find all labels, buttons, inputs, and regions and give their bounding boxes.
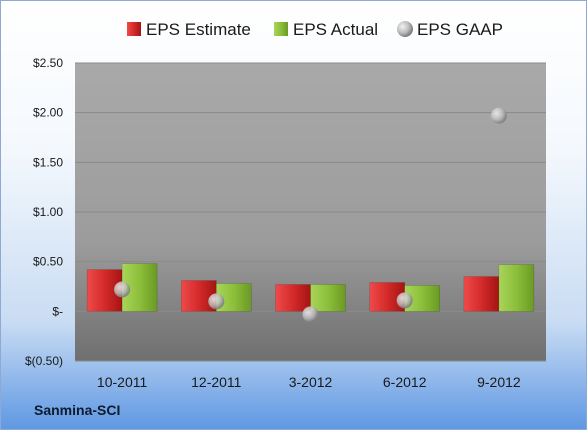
legend-item-actual: EPS Actual <box>274 20 378 39</box>
marker-eps-gaap <box>490 107 507 124</box>
legend-swatch-actual <box>274 22 288 36</box>
legend-swatch-estimate <box>127 22 141 36</box>
x-tick-label: 12-2011 <box>191 374 242 390</box>
x-tick-label: 9-2012 <box>477 374 521 390</box>
y-tick-label: $- <box>52 304 63 318</box>
bar-eps-actual <box>310 284 346 312</box>
marker-eps-gaap <box>302 306 319 323</box>
y-tick-label: $2.50 <box>33 56 63 70</box>
x-tick-label: 6-2012 <box>383 374 427 390</box>
bar-eps-estimate <box>463 276 500 312</box>
legend-label-actual: EPS Actual <box>293 20 378 39</box>
marker-eps-gaap <box>396 292 413 309</box>
marker-eps-gaap <box>114 281 131 298</box>
legend-marker-gaap <box>397 21 413 37</box>
x-tick-label: 10-2011 <box>97 374 148 390</box>
legend-item-estimate: EPS Estimate <box>127 20 251 39</box>
marker-eps-gaap <box>208 293 225 310</box>
y-tick-label: $0.50 <box>33 255 63 269</box>
y-tick-label: $(0.50) <box>25 354 63 368</box>
gaap-markers <box>114 107 507 323</box>
y-tick-label: $2.00 <box>33 106 63 120</box>
x-tick-label: 3-2012 <box>289 374 333 390</box>
y-axis-ticks: $(0.50) $- $0.50 $1.00 $1.50 $2.00 $2.50 <box>25 56 63 368</box>
legend-label-gaap: EPS GAAP <box>417 20 503 39</box>
bar-eps-actual <box>498 264 535 312</box>
x-axis-ticks: 10-2011 12-2011 3-2012 6-2012 9-2012 <box>97 374 521 390</box>
legend: EPS Estimate EPS Actual EPS GAAP <box>127 20 503 39</box>
legend-item-gaap: EPS GAAP <box>397 20 503 39</box>
y-tick-label: $1.00 <box>33 205 63 219</box>
legend-label-estimate: EPS Estimate <box>146 20 251 39</box>
bar-eps-estimate <box>275 284 311 312</box>
y-tick-label: $1.50 <box>33 155 63 169</box>
company-label: Sanmina-SCI <box>34 402 121 418</box>
